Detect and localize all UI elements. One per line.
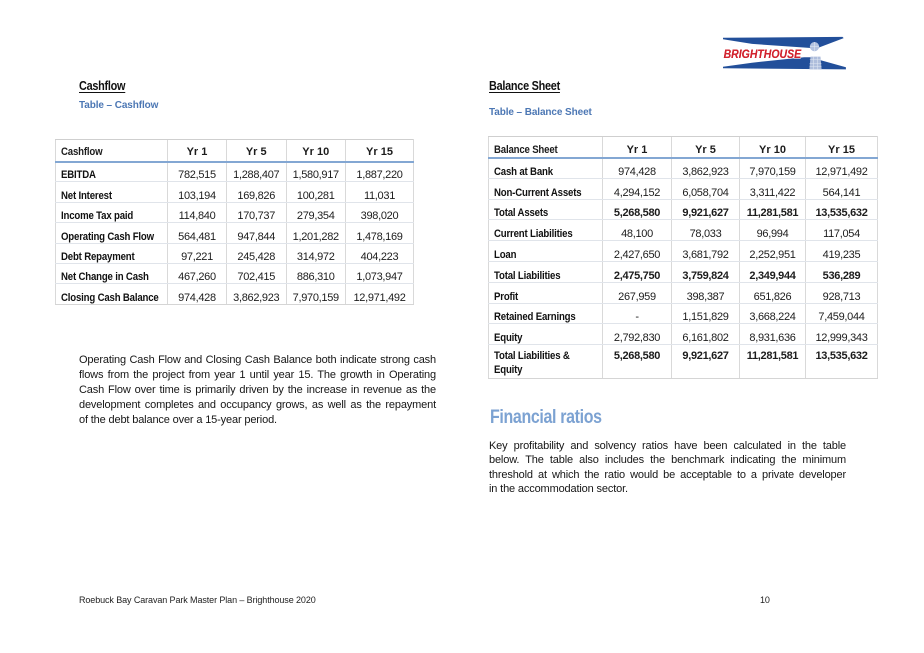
- svg-text:BRIGHTHOUSE: BRIGHTHOUSE: [724, 47, 802, 61]
- svg-text:BRIGHTHOUSE: BRIGHTHOUSE: [724, 47, 802, 61]
